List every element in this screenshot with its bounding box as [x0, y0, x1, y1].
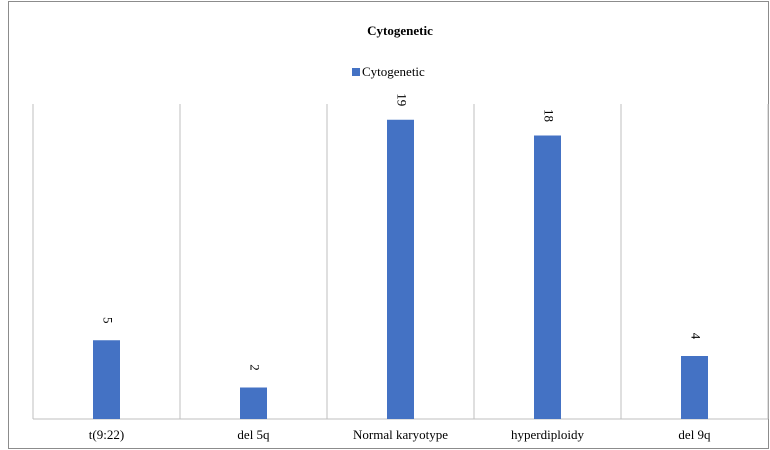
bar	[240, 387, 267, 419]
bar	[387, 119, 414, 419]
x-tick-label: hyperdiploidy	[511, 427, 584, 442]
chart-title: Cytogenetic	[367, 23, 433, 38]
data-label: 19	[395, 93, 410, 106]
data-label: 5	[101, 317, 116, 324]
legend-label: Cytogenetic	[362, 64, 425, 79]
data-label: 18	[542, 109, 557, 122]
bar	[681, 356, 708, 419]
bar	[93, 340, 120, 419]
x-tick-label: t(9:22)	[89, 427, 124, 442]
x-tick-label: Normal karyotype	[353, 427, 448, 442]
x-tick-label: del 5q	[237, 427, 270, 442]
bar	[534, 135, 561, 419]
legend-swatch	[352, 68, 360, 76]
data-label: 4	[689, 333, 704, 340]
x-tick-label: del 9q	[678, 427, 711, 442]
data-label: 2	[248, 364, 263, 371]
